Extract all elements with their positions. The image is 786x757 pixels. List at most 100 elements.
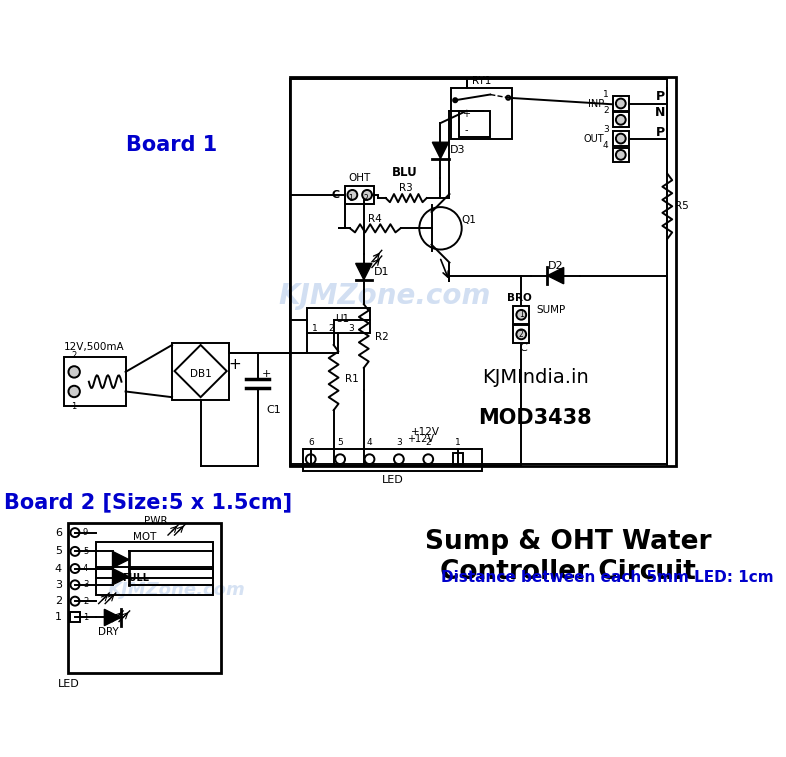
Text: KJMIndia.in: KJMIndia.in	[482, 368, 589, 387]
Bar	[172, 342, 230, 400]
Text: KJMZone.com: KJMZone.com	[107, 581, 245, 599]
Text: C: C	[331, 190, 340, 200]
Text: 1: 1	[348, 195, 353, 204]
Bar	[96, 567, 213, 595]
Bar	[68, 523, 221, 673]
Text: 1: 1	[603, 90, 608, 99]
Polygon shape	[547, 267, 564, 284]
Text: DRY: DRY	[98, 627, 119, 637]
Text: Board 2 [Size:5 x 1.5cm]: Board 2 [Size:5 x 1.5cm]	[4, 493, 292, 512]
Polygon shape	[112, 569, 129, 585]
Circle shape	[616, 115, 626, 125]
Text: 3: 3	[603, 125, 608, 134]
Text: 5: 5	[55, 547, 62, 556]
Text: C: C	[519, 343, 527, 354]
Text: 2: 2	[603, 106, 608, 115]
Bar	[612, 96, 629, 111]
Text: 6: 6	[308, 438, 314, 447]
Text: R1: R1	[345, 374, 358, 385]
Polygon shape	[355, 263, 372, 279]
Text: +12V: +12V	[407, 434, 435, 444]
Polygon shape	[105, 609, 121, 625]
Circle shape	[616, 98, 626, 108]
Bar	[70, 612, 80, 622]
Text: 2: 2	[329, 324, 334, 333]
Bar	[513, 326, 530, 344]
Circle shape	[347, 190, 358, 200]
Text: 4: 4	[367, 438, 373, 447]
Polygon shape	[112, 551, 129, 568]
Text: 5: 5	[83, 547, 88, 556]
Text: 1: 1	[83, 613, 88, 622]
Text: 1: 1	[519, 310, 523, 319]
Text: 1: 1	[55, 612, 62, 622]
Text: 3: 3	[55, 580, 62, 590]
Text: INP: INP	[588, 99, 604, 109]
Text: 2: 2	[519, 330, 523, 339]
Text: +: +	[262, 369, 271, 378]
Text: 2: 2	[425, 438, 431, 447]
Bar	[307, 308, 369, 333]
Text: +12V: +12V	[410, 427, 439, 438]
Circle shape	[516, 329, 526, 339]
Bar	[612, 148, 629, 162]
Text: 1: 1	[455, 438, 461, 447]
Polygon shape	[432, 142, 449, 158]
Bar	[453, 453, 462, 465]
Text: MOD3438: MOD3438	[479, 409, 592, 428]
Bar	[290, 77, 676, 466]
Text: 2: 2	[83, 597, 88, 606]
Text: P: P	[656, 89, 664, 103]
Text: U1: U1	[335, 314, 349, 324]
Text: +: +	[229, 357, 241, 372]
Text: -: -	[464, 126, 468, 136]
Text: RY1: RY1	[472, 76, 491, 86]
Bar	[612, 113, 629, 127]
Text: OUT: OUT	[584, 135, 604, 145]
Text: DB1: DB1	[189, 369, 211, 378]
Text: +: +	[462, 109, 470, 119]
Circle shape	[616, 150, 626, 160]
Text: LED: LED	[58, 679, 79, 690]
Bar	[303, 449, 482, 472]
Text: 6: 6	[55, 528, 62, 537]
Text: R4: R4	[368, 213, 381, 223]
Circle shape	[454, 98, 457, 102]
Text: 3: 3	[83, 581, 88, 590]
Text: 4: 4	[83, 564, 88, 573]
Bar	[345, 186, 374, 204]
Text: SUMP: SUMP	[536, 305, 565, 315]
Text: LED: LED	[381, 475, 403, 484]
Text: 1: 1	[312, 324, 318, 333]
Circle shape	[362, 190, 372, 200]
Text: 2: 2	[55, 597, 62, 606]
Bar	[96, 541, 213, 578]
Text: BLU: BLU	[391, 166, 417, 179]
Text: Q1: Q1	[461, 215, 476, 225]
Text: Board 1: Board 1	[127, 135, 218, 155]
Text: 4: 4	[55, 563, 62, 574]
Text: D3: D3	[450, 145, 466, 155]
Text: D1: D1	[373, 266, 389, 276]
Text: KJMZone.com: KJMZone.com	[278, 282, 490, 310]
Text: R2: R2	[375, 332, 389, 342]
Text: 2: 2	[72, 351, 77, 360]
Text: Distance between each 5mm LED: 1cm: Distance between each 5mm LED: 1cm	[441, 570, 774, 585]
Text: 3: 3	[349, 324, 354, 333]
Text: MOT: MOT	[134, 531, 157, 542]
Circle shape	[616, 134, 626, 144]
Bar	[451, 88, 512, 139]
Circle shape	[68, 386, 80, 397]
Text: C1: C1	[266, 405, 281, 416]
Text: BRO: BRO	[507, 293, 532, 303]
Circle shape	[516, 310, 526, 319]
Bar	[612, 131, 629, 146]
Text: 2: 2	[363, 195, 368, 204]
Text: 5: 5	[337, 438, 343, 447]
Text: N: N	[655, 106, 665, 119]
Text: D2: D2	[548, 261, 564, 271]
Text: 12V,500mA: 12V,500mA	[64, 342, 125, 353]
Circle shape	[68, 366, 80, 378]
Text: PWR: PWR	[144, 516, 167, 526]
Text: R3: R3	[399, 183, 413, 193]
